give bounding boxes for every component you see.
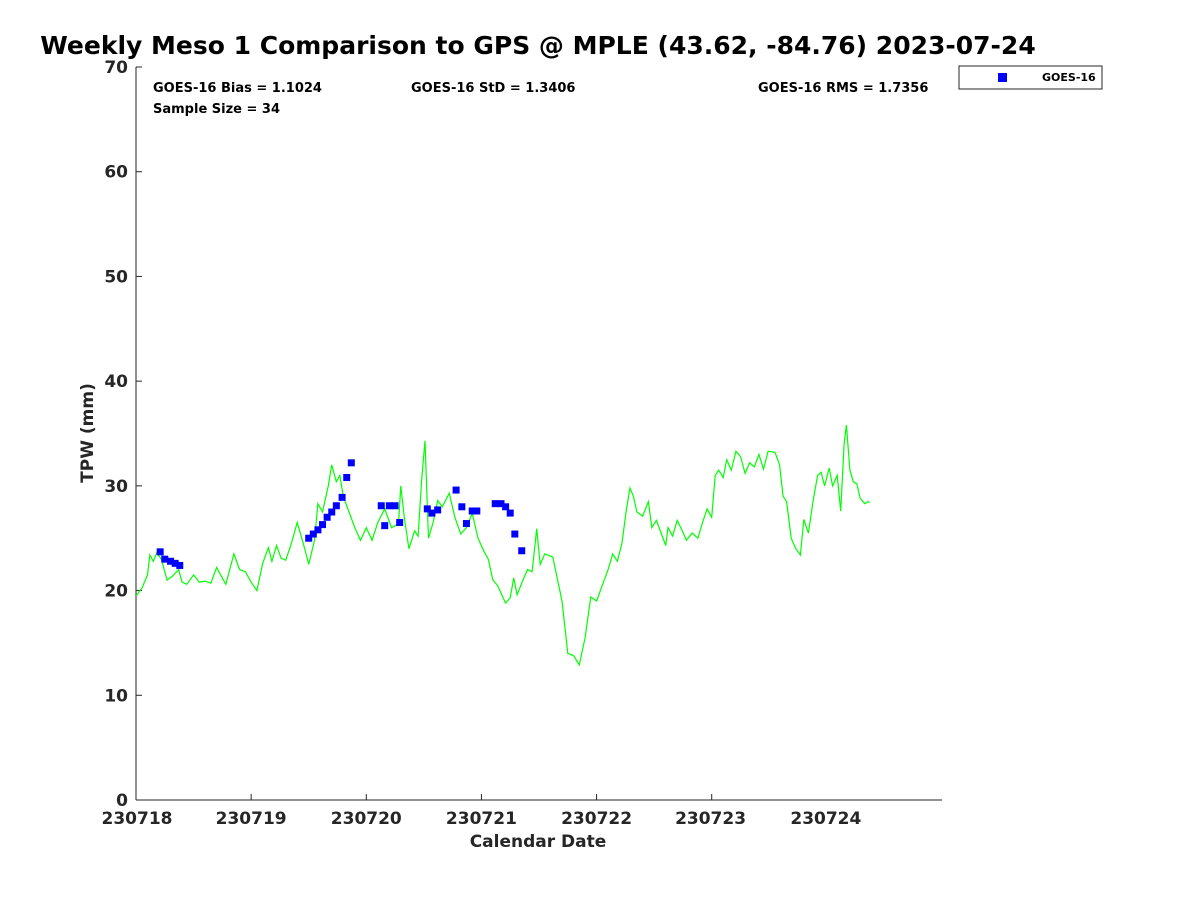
- goes16-point: [491, 500, 499, 508]
- legend-label-goes16: GOES-16: [1042, 71, 1096, 84]
- goes16-point: [309, 530, 317, 538]
- goes16-point: [511, 530, 519, 538]
- y-axis-label: TPW (mm): [78, 383, 98, 483]
- goes16-point: [332, 502, 340, 510]
- goes16-point: [428, 509, 436, 517]
- x-tick-label: 230722: [561, 809, 632, 829]
- x-axis-ticks: 230718 230719 230720 230721 230722 230723 2307…: [102, 794, 862, 829]
- goes16-point: [497, 500, 505, 508]
- y-axis-ticks: 0 10 20 30 40 50 60 70: [104, 58, 142, 811]
- goes16-point: [319, 521, 327, 529]
- x-tick-label: 230724: [790, 809, 861, 829]
- y-tick-label: 60: [104, 163, 128, 183]
- y-tick-label: 40: [104, 372, 128, 392]
- goes16-point: [161, 555, 169, 563]
- stat-std: GOES-16 StD = 1.3406: [411, 81, 575, 96]
- goes16-point: [377, 502, 385, 510]
- y-tick-label: 50: [104, 267, 128, 287]
- chart-title: Weekly Meso 1 Comparison to GPS @ MPLE (…: [40, 31, 1035, 60]
- y-tick-label: 70: [104, 58, 128, 78]
- goes16-point: [518, 547, 526, 555]
- goes16-point: [458, 503, 466, 511]
- y-tick-label: 30: [104, 477, 128, 497]
- goes16-point: [343, 473, 351, 481]
- legend-box: [958, 65, 1103, 90]
- goes16-point: [338, 493, 346, 501]
- x-tick-label: 230721: [446, 809, 517, 829]
- goes16-point: [506, 509, 514, 517]
- goes16-point: [385, 502, 393, 510]
- x-tick-label: 230723: [675, 809, 746, 829]
- x-tick-label: 230720: [331, 809, 402, 829]
- x-tick-label: 230718: [102, 809, 173, 829]
- goes16-point: [314, 526, 322, 534]
- goes16-point: [468, 507, 476, 515]
- stat-bias: GOES-16 Bias = 1.1024: [153, 81, 322, 96]
- goes16-point: [381, 522, 389, 530]
- legend: GOES-16: [958, 65, 1103, 90]
- goes16-point: [323, 513, 331, 521]
- goes16-point: [305, 534, 313, 542]
- goes16-point: [167, 557, 175, 565]
- goes16-point: [171, 559, 179, 567]
- goes16-point: [452, 486, 460, 494]
- y-tick-label: 20: [104, 582, 128, 602]
- y-tick-label: 10: [104, 686, 128, 706]
- legend-marker-goes16: [998, 73, 1007, 82]
- goes16-point: [423, 505, 431, 513]
- stat-rms: GOES-16 RMS = 1.7356: [758, 81, 928, 96]
- y-tick-label: 0: [116, 791, 128, 811]
- goes16-point: [473, 507, 481, 515]
- plot-area: [136, 67, 942, 800]
- goes16-point: [156, 548, 164, 556]
- goes16-point: [328, 508, 336, 516]
- goes16-point: [347, 459, 355, 467]
- x-axis-label: Calendar Date: [470, 832, 607, 852]
- goes16-point: [396, 519, 404, 527]
- goes16-point: [462, 520, 470, 528]
- x-tick-label: 230719: [216, 809, 287, 829]
- series-layer: [135, 425, 870, 667]
- goes16-point: [502, 503, 510, 511]
- stat-sample-size: Sample Size = 34: [153, 102, 280, 117]
- goes16-point: [434, 506, 442, 514]
- gps-tpw-line: [135, 425, 870, 667]
- goes16-point: [176, 561, 184, 569]
- goes16-point: [391, 502, 399, 510]
